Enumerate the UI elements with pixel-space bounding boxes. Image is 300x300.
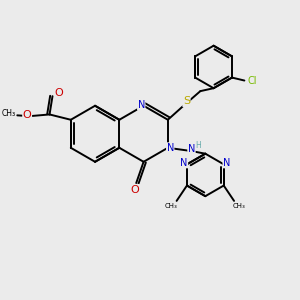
Text: N: N [223, 158, 230, 168]
Text: O: O [130, 184, 139, 194]
Text: CH₃: CH₃ [165, 203, 178, 209]
Text: O: O [55, 88, 63, 98]
Text: O: O [23, 110, 32, 120]
Text: CH₃: CH₃ [2, 110, 16, 118]
Text: N: N [188, 144, 195, 154]
Text: H: H [196, 141, 201, 150]
Text: N: N [180, 158, 188, 168]
Text: N: N [167, 143, 174, 153]
Text: Cl: Cl [247, 76, 256, 85]
Text: CH₃: CH₃ [233, 203, 246, 209]
Text: S: S [183, 97, 190, 106]
Text: N: N [138, 100, 145, 110]
